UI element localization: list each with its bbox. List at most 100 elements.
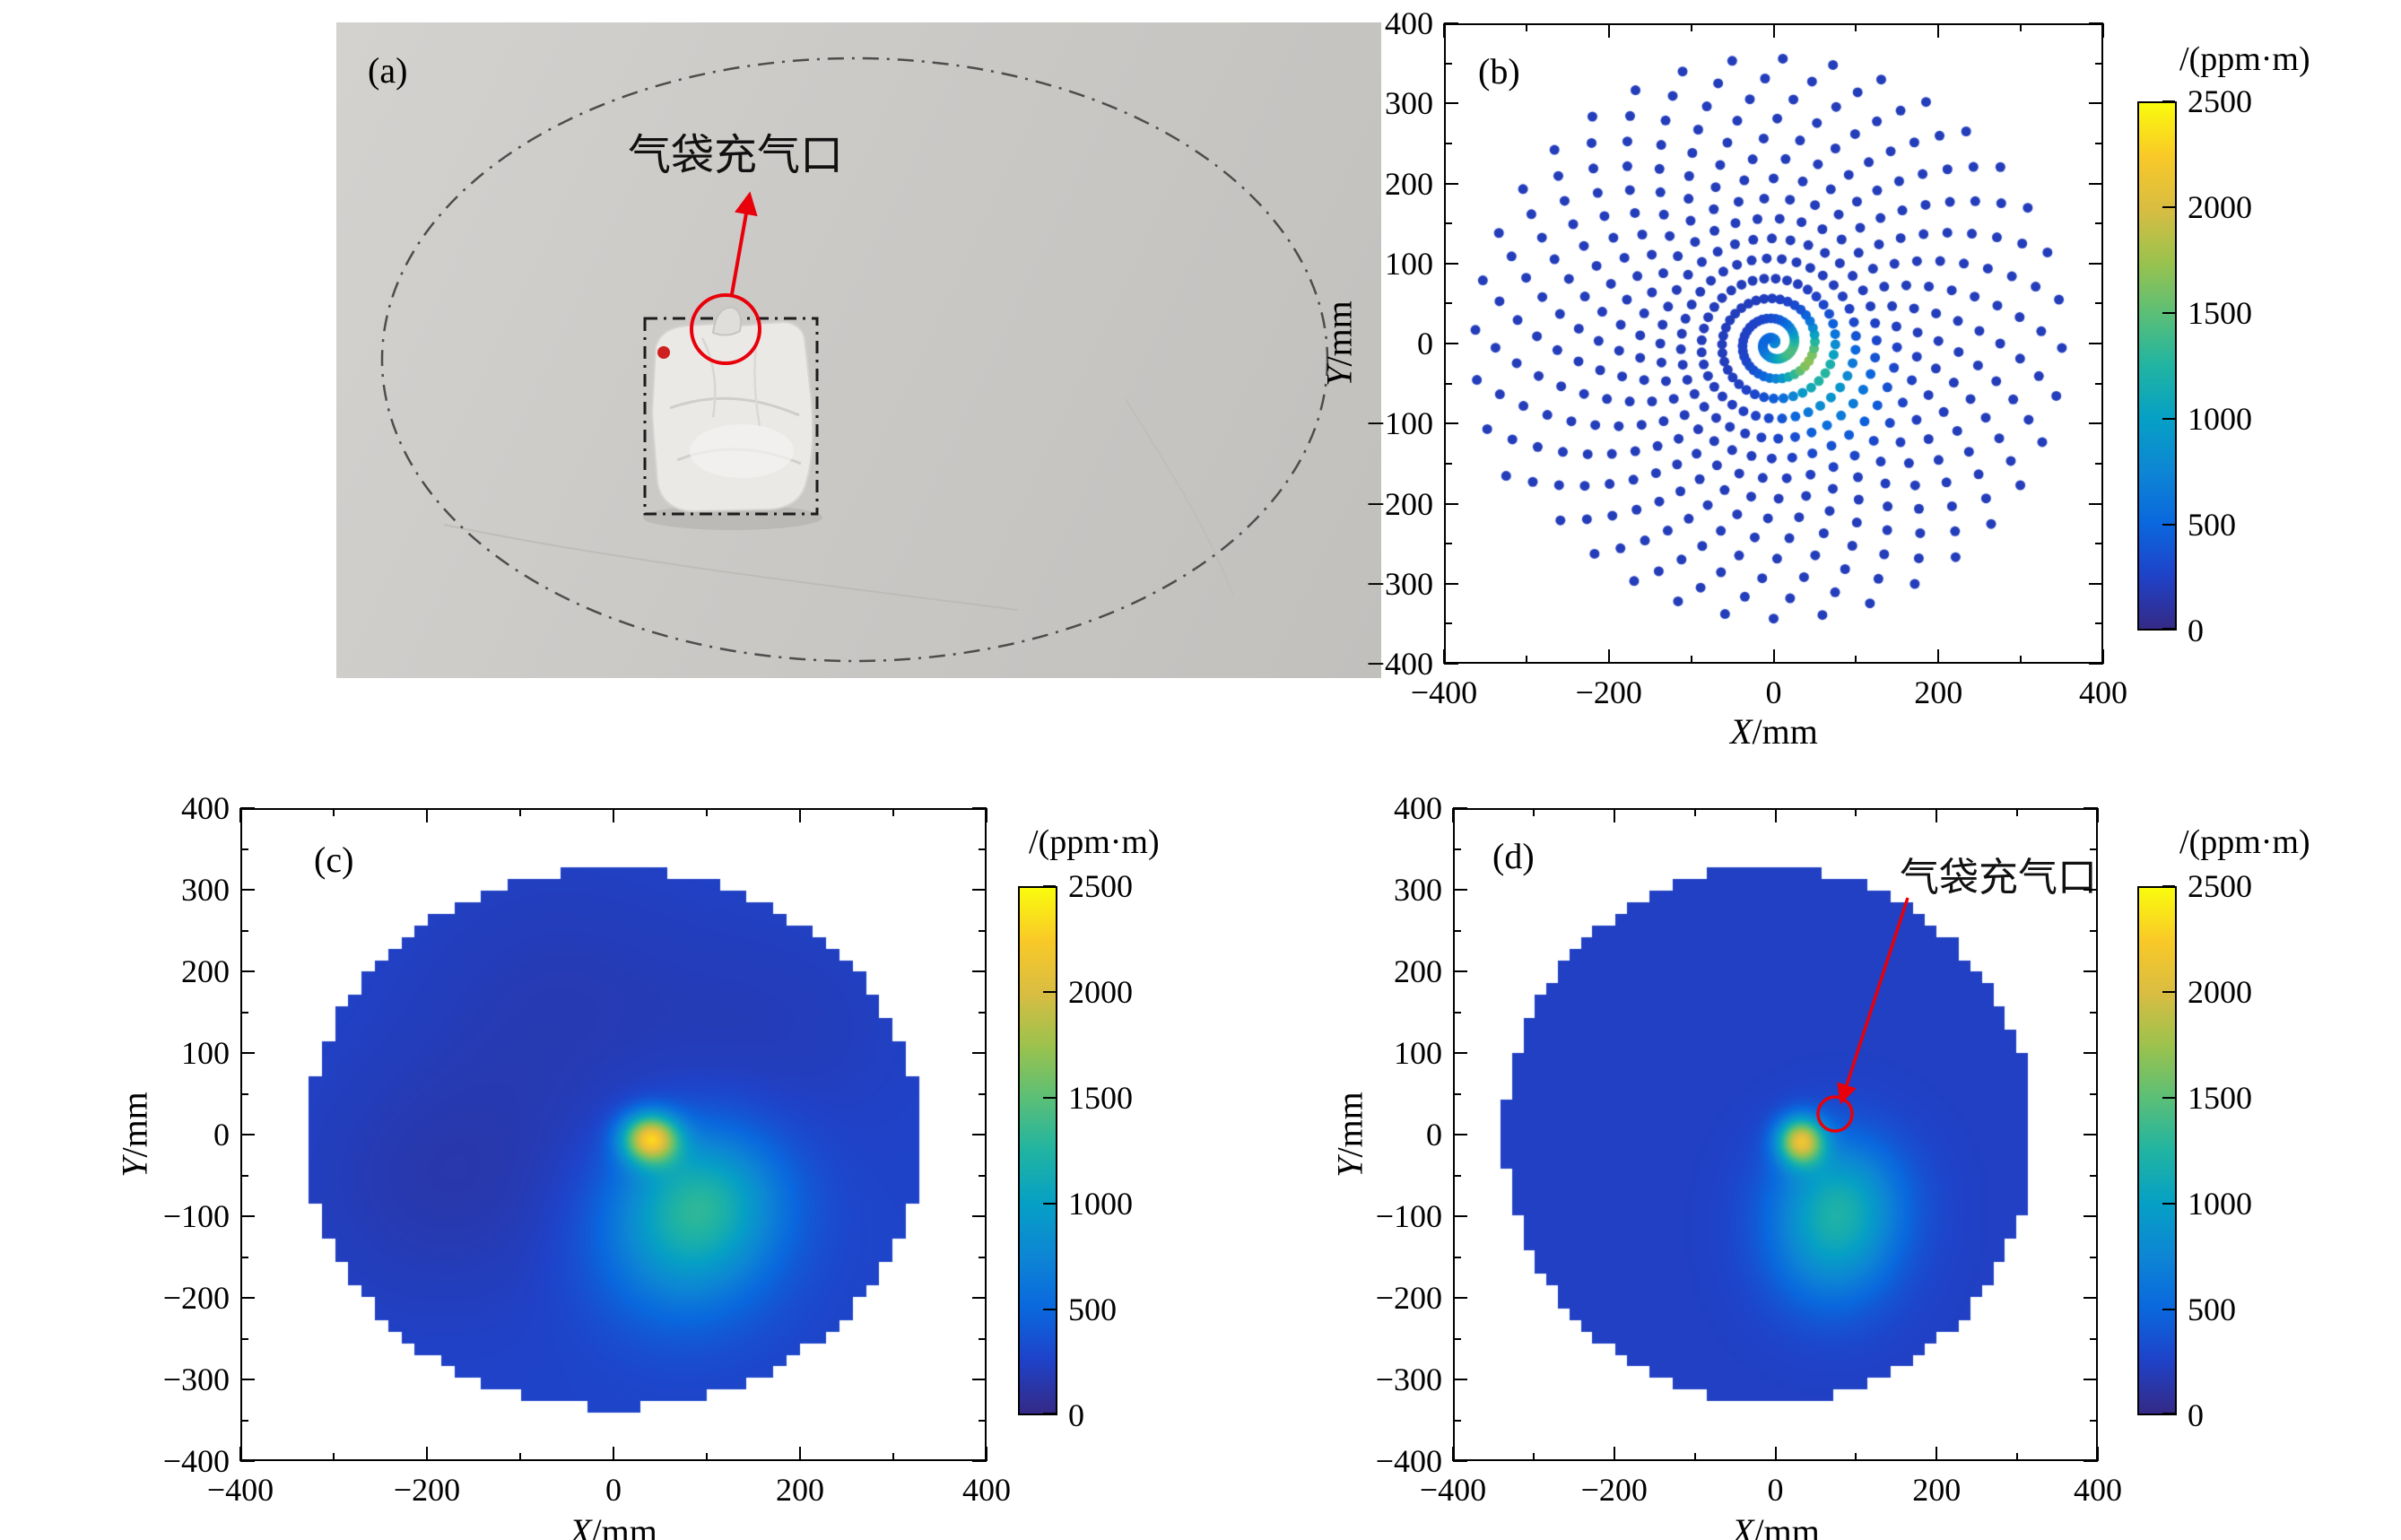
plot-area-d: (d)	[1453, 808, 2098, 1461]
scan-boundary-circle	[380, 57, 1329, 663]
y-tick-label: 200	[181, 953, 230, 989]
y-minor-tick	[2090, 1256, 2098, 1258]
y-minor-tick	[1444, 462, 1452, 465]
y-tick-label: −200	[1375, 1280, 1442, 1316]
x-tick	[1607, 649, 1610, 664]
x-minor-tick	[519, 1453, 521, 1461]
inflation-port-circle	[690, 293, 761, 365]
y-tick	[1444, 343, 1458, 344]
colorbar-tick-label: 2000	[2188, 189, 2252, 225]
y-tick	[2089, 262, 2103, 265]
y-minor-tick	[1444, 302, 1452, 305]
annotation-arrow	[730, 191, 758, 295]
x-minor-tick	[2016, 1453, 2019, 1461]
panel-a-photo: (a) 气袋充气口	[336, 22, 1381, 678]
panel-tag-d: (d)	[1492, 836, 1535, 876]
y-tick	[972, 1379, 987, 1380]
y-tick	[1444, 102, 1458, 105]
y-tick	[2089, 182, 2103, 185]
annotation-label-d: 气袋充气口	[1900, 856, 2097, 900]
y-tick-label: 200	[1385, 165, 1433, 202]
y-tick-label: 0	[1426, 1117, 1442, 1153]
y-minor-tick	[1444, 622, 1452, 625]
colorbar-tick-label: 1000	[2188, 401, 2252, 437]
x-tick	[1443, 23, 1445, 38]
x-axis-symbol: X	[1732, 1511, 1754, 1540]
y-minor-tick	[2095, 382, 2103, 385]
x-tick	[426, 1447, 428, 1461]
colorbar-tick-label: 1000	[2188, 1186, 2252, 1222]
colorbar-tick	[2162, 1097, 2175, 1099]
y-minor-tick	[1453, 1174, 1461, 1177]
colorbar-tick-label: 500	[1068, 1292, 1117, 1327]
y-minor-tick	[2095, 302, 2103, 305]
colorbar-tick	[1043, 885, 1056, 887]
colorbar-tick-label: 1500	[1068, 1080, 1133, 1116]
y-minor-tick	[240, 1337, 248, 1340]
y-tick	[2089, 343, 2103, 344]
x-tick	[1613, 808, 1615, 822]
annotation-arrow-d	[1837, 897, 1909, 1105]
y-tick-label: 100	[1394, 1035, 1442, 1071]
x-tick	[1937, 649, 1940, 664]
x-minor-tick	[1693, 1453, 1696, 1461]
x-tick	[1607, 23, 1610, 38]
x-tick	[2097, 1447, 2099, 1461]
y-tick	[240, 807, 255, 809]
y-tick	[1444, 582, 1458, 585]
y-tick	[2083, 970, 2098, 972]
colorbar-tick-label: 1000	[1068, 1186, 1133, 1222]
y-tick	[2083, 1052, 2098, 1054]
colorbar-tick-label: 500	[2188, 507, 2236, 543]
y-tick	[1444, 663, 1458, 665]
panel-tag-b: (b)	[1478, 51, 1520, 91]
y-tick-label: −100	[162, 1198, 230, 1234]
y-minor-tick	[2090, 1011, 2098, 1014]
photo-graphic	[380, 57, 1329, 663]
x-minor-tick	[1855, 656, 1857, 664]
y-tick-label: 100	[1385, 245, 1433, 282]
y-tick	[972, 1297, 987, 1299]
y-tick	[972, 807, 987, 809]
colorbar-tick	[2162, 885, 2175, 887]
y-tick	[2083, 1297, 2098, 1299]
bag-highlight	[690, 424, 794, 478]
y-tick	[2089, 102, 2103, 105]
y-minor-tick	[979, 1419, 987, 1422]
y-minor-tick	[2095, 222, 2103, 225]
colorbar-gradient-d	[2139, 888, 2175, 1414]
y-tick-label: 200	[1394, 953, 1442, 989]
annotation-label-a: 气袋充气口	[628, 132, 844, 179]
y-minor-tick	[240, 1419, 248, 1422]
y-tick	[972, 970, 987, 972]
x-minor-tick	[1532, 808, 1535, 816]
x-tick	[2102, 23, 2104, 38]
x-tick-label: 200	[1912, 1472, 1962, 1508]
x-minor-tick	[2020, 23, 2023, 31]
x-minor-tick	[1525, 656, 1527, 664]
y-tick	[240, 889, 255, 891]
y-minor-tick	[979, 1092, 987, 1095]
colorbar-tick-label: 0	[2188, 1397, 2204, 1433]
x-tick	[1452, 1447, 1454, 1461]
colorbar-tick	[2162, 1309, 2175, 1310]
y-minor-tick	[1444, 382, 1452, 385]
x-minor-tick	[1855, 808, 1857, 816]
x-tick	[1443, 649, 1445, 664]
y-tick	[1444, 22, 1458, 24]
y-minor-tick	[240, 929, 248, 932]
y-minor-tick	[1453, 1011, 1461, 1014]
x-minor-tick	[2016, 808, 2019, 816]
y-minor-tick	[979, 848, 987, 850]
y-tick-label: −300	[162, 1362, 230, 1397]
x-axis-unit: /mm	[1753, 1511, 1820, 1540]
x-minor-tick	[892, 1453, 894, 1461]
x-tick	[426, 808, 428, 822]
x-tick	[1452, 808, 1454, 822]
x-tick-label: −400	[1410, 674, 1478, 710]
x-tick-label: −200	[393, 1472, 461, 1508]
x-minor-tick	[706, 1453, 708, 1461]
x-tick-label: −400	[206, 1472, 274, 1508]
y-tick	[972, 1052, 987, 1054]
x-minor-tick	[333, 808, 335, 816]
